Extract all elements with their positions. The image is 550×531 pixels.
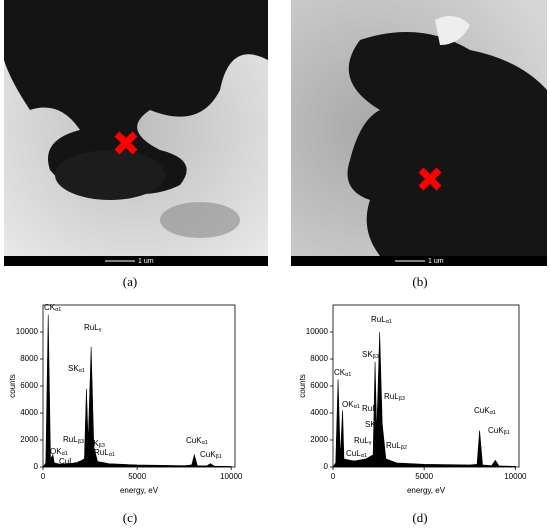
peak-label-text: RuL	[63, 435, 78, 444]
peak-label: CuKα1	[186, 436, 208, 446]
peak-label-text: CuK	[488, 426, 504, 435]
x-tick-label: 0	[331, 472, 336, 481]
y-tick-label: 6000	[20, 381, 38, 390]
micrograph-b: 1 um (b)	[291, 0, 547, 289]
peak-label-text: CuK	[186, 436, 202, 445]
peak-label-sub: α1	[345, 372, 351, 378]
peak-label-text: OK	[342, 400, 354, 409]
y-tick-label: 10000	[16, 327, 39, 336]
peak-label-text: OK	[50, 447, 62, 456]
caption: (d)	[412, 510, 427, 525]
peak-label-sub: β1	[377, 408, 383, 414]
peak-label-text: RuL	[386, 441, 401, 450]
y-axis-label: counts	[298, 374, 307, 398]
peak-label-text: CuK	[200, 450, 216, 459]
caption: (c)	[123, 510, 137, 525]
peak-label: SKα1	[68, 364, 85, 374]
peak-label-sub: α1	[202, 440, 208, 446]
y-axis-label: counts	[8, 374, 17, 398]
caption: (b)	[412, 274, 427, 289]
peak-label-text: SK	[68, 364, 79, 373]
peak-label: CKα1	[334, 368, 351, 378]
peak-label: RuLγ	[354, 436, 372, 446]
peak-label: SKβ3	[362, 350, 379, 360]
peak-label-sub: β3	[373, 354, 379, 360]
peak-label-text: RuL	[84, 323, 99, 332]
caption: (a)	[123, 274, 137, 289]
y-tick-label: 10000	[306, 327, 329, 336]
peak-label-sub: β2	[401, 445, 407, 451]
peak-label: CuKβ1	[200, 450, 222, 460]
x-tick-label: 5000	[128, 472, 146, 481]
peak-label-sub: α1	[79, 368, 85, 374]
micrograph-a: 1 um (a)	[4, 0, 268, 289]
peak-label-text: CuK	[474, 406, 490, 415]
peak-label: RuLβ2	[386, 441, 407, 451]
peak-label-text: RuL	[94, 448, 109, 457]
spectrum	[332, 331, 516, 468]
peak-label: CuLα1	[346, 449, 367, 459]
peak-label-sub: β1	[216, 454, 222, 460]
y-tick-label: 2000	[20, 435, 38, 444]
peak-label: CKα1	[44, 303, 61, 313]
peak-label-sub: α1	[354, 404, 360, 410]
x-tick-label: 0	[41, 472, 46, 481]
x-axis-label: energy, eV	[407, 486, 446, 495]
peak-label-text: RuL	[362, 404, 377, 413]
peak-label-sub: γ	[99, 327, 102, 333]
peak-label: SKβ3	[88, 439, 105, 449]
y-tick-label: 0	[34, 462, 39, 471]
peak-label: RuLβ1	[362, 404, 383, 414]
peak-label: RuLβ3	[384, 392, 405, 402]
x-tick-label: 10000	[220, 472, 243, 481]
peak-label: RuLγ	[84, 323, 102, 333]
peak-label-sub: γ	[369, 440, 372, 446]
peak-label: RuLβ3	[63, 435, 84, 445]
peak-label: CuKβ1	[488, 426, 510, 436]
peak-label-text: SK	[365, 420, 376, 429]
peak-label: RuLα1	[94, 448, 115, 458]
peak-label-text: CuL	[59, 457, 74, 466]
peak-label: RuLα1	[371, 315, 392, 325]
peak-label-sub: α1	[74, 461, 80, 467]
peak-label-text: SK	[88, 439, 99, 448]
y-tick-label: 8000	[310, 354, 328, 363]
peak-label: OKα1	[342, 400, 360, 410]
y-tick-label: 6000	[310, 381, 328, 390]
y-tick-label: 0	[324, 462, 329, 471]
peak-label-text: CK	[44, 303, 56, 312]
peak-label-sub: α1	[386, 319, 392, 325]
peak-label: CuKα1	[474, 406, 496, 416]
peak-label-text: RuL	[384, 392, 399, 401]
peak-label-sub: α1	[55, 307, 61, 313]
scale-label: 1 um	[138, 258, 154, 265]
peak-label: SKα	[365, 420, 380, 430]
peak-label-sub: α1	[490, 410, 496, 416]
peak-label-sub: α	[376, 424, 380, 430]
scale-label: 1 um	[428, 258, 444, 265]
x-axis-label: energy, eV	[120, 486, 159, 495]
y-tick-label: 8000	[20, 354, 38, 363]
y-tick-label: 4000	[20, 408, 38, 417]
x-tick-label: 5000	[415, 472, 433, 481]
y-tick-label: 2000	[310, 435, 328, 444]
peak-label-text: SK	[362, 350, 373, 359]
peak-label-sub: α1	[109, 452, 115, 458]
peak-label-sub: β3	[78, 439, 84, 445]
peak-label-sub: α1	[361, 453, 367, 459]
peak-label-text: RuL	[371, 315, 386, 324]
peak-label-sub: β3	[399, 396, 405, 402]
peak-label-text: RuL	[354, 436, 369, 445]
peak-label-sub: β1	[504, 430, 510, 436]
peak-label-text: CK	[334, 368, 346, 377]
peak-label: CuLα1	[59, 457, 80, 467]
x-tick-label: 10000	[504, 472, 527, 481]
y-tick-label: 4000	[310, 408, 328, 417]
peak-label: OKα1	[50, 447, 68, 457]
spectrum	[42, 314, 232, 468]
peak-label-text: CuL	[346, 449, 361, 458]
peak-label-sub: α1	[62, 451, 68, 457]
peak-label-sub: β3	[99, 443, 105, 449]
